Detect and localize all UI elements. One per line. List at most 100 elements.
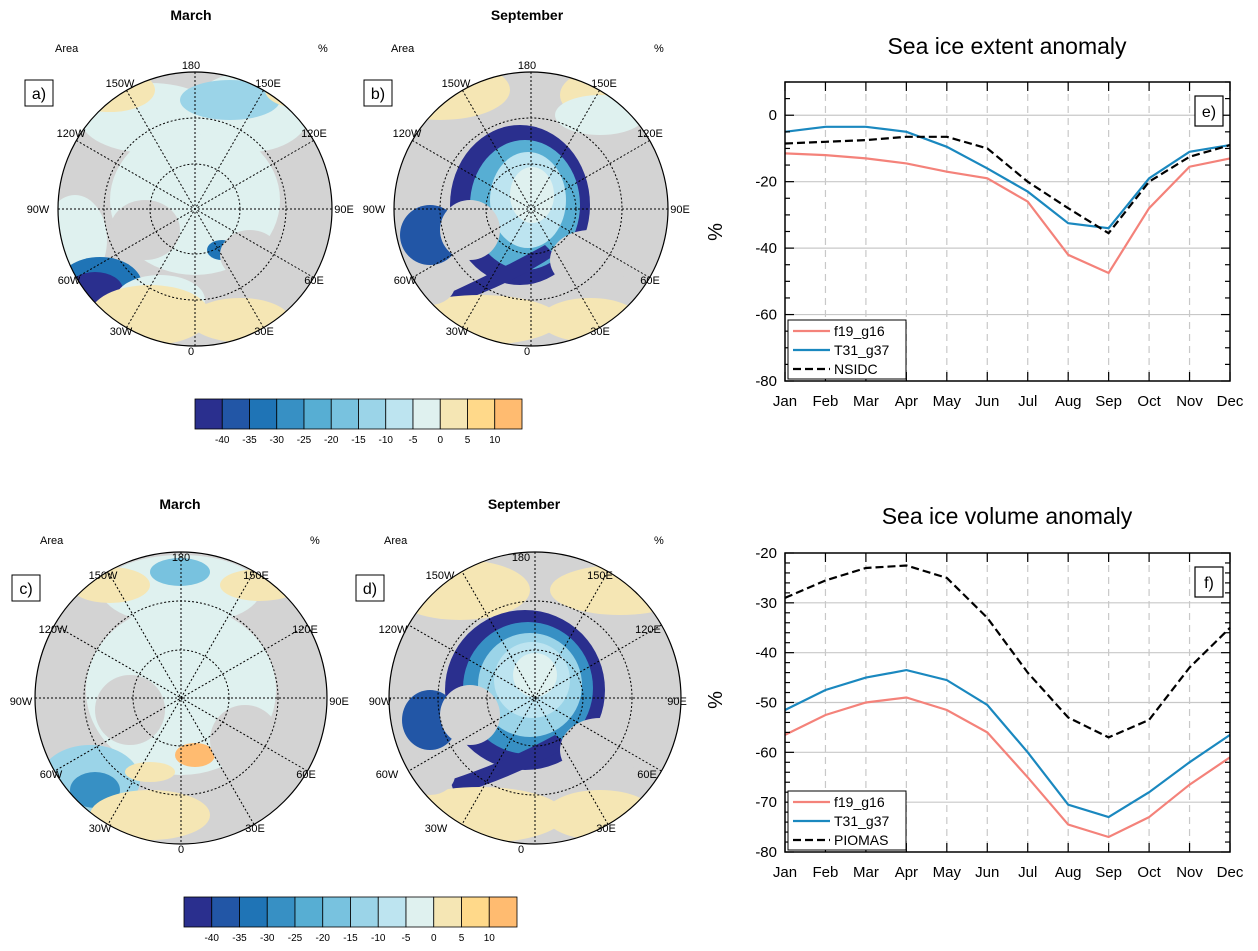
colorbar-label: 5	[465, 435, 471, 446]
colorbar-label: -40	[215, 435, 230, 446]
colorbar-label: -20	[316, 933, 331, 944]
colorbar-label: -5	[402, 933, 411, 944]
map-title: March	[170, 7, 211, 23]
colorbar-swatch	[249, 398, 278, 430]
x-tick-label: Jul	[1018, 864, 1037, 881]
chart-title: Sea ice extent anomaly	[887, 33, 1127, 59]
lon-label: 30W	[425, 823, 448, 835]
x-tick-label: Aug	[1055, 864, 1082, 881]
lon-label: 60E	[640, 275, 660, 287]
lon-label: 0	[178, 844, 184, 856]
lon-label: 150E	[587, 570, 613, 582]
x-tick-label: Feb	[813, 864, 839, 881]
x-tick-label: Sep	[1095, 393, 1122, 410]
y-tick-label: 0	[769, 107, 777, 124]
series-line-nsidc	[784, 135, 1231, 235]
map-right-label: %	[310, 535, 320, 547]
x-tick-label: Jan	[773, 393, 797, 410]
panel-label: a)	[32, 86, 46, 103]
lon-label: 60E	[637, 769, 657, 781]
lon-label: 30E	[596, 823, 616, 835]
lon-label: 120W	[57, 128, 86, 140]
lon-label: 60W	[40, 769, 63, 781]
map-right-label: %	[654, 535, 664, 547]
lon-label: 120E	[635, 624, 661, 636]
x-tick-label: Apr	[895, 393, 918, 410]
colorbar-label: -35	[242, 435, 257, 446]
colorbar-label: -30	[260, 933, 275, 944]
lon-label: 90W	[369, 696, 392, 708]
colorbar-label: -10	[371, 933, 386, 944]
x-tick-label: Mar	[853, 864, 879, 881]
lon-label: 30E	[254, 326, 274, 338]
colorbar-swatch	[433, 896, 462, 928]
x-tick-label: Aug	[1055, 393, 1082, 410]
colorbar-swatch	[494, 398, 523, 430]
lon-label: 180	[518, 60, 536, 72]
y-tick-label: -80	[755, 373, 777, 390]
colorbar-label: 5	[459, 933, 465, 944]
lon-label: 150E	[591, 78, 617, 90]
map-panel-d: September Area %	[355, 496, 687, 856]
lon-label: 150W	[426, 570, 455, 582]
map-left-label: Area	[55, 43, 79, 55]
colorbar-label: -10	[379, 435, 394, 446]
y-tick-label: -50	[755, 695, 777, 712]
x-tick-label: Dec	[1217, 393, 1244, 410]
map-title: March	[159, 496, 200, 512]
map-title: September	[488, 496, 561, 512]
x-tick-label: Oct	[1137, 393, 1161, 410]
x-tick-label: Sep	[1095, 864, 1122, 881]
colorbar-swatch	[405, 896, 435, 928]
colorbar-label: 10	[484, 933, 496, 944]
colorbar-swatch	[439, 398, 468, 430]
lon-label: 30W	[110, 326, 133, 338]
lon-label: 120E	[292, 624, 318, 636]
colorbar-bottom: -40 -35 -30 -25 -20 -15 -10 -5 0 5 10	[183, 896, 518, 944]
colorbar-swatch	[412, 398, 441, 430]
colorbar-swatch	[350, 896, 379, 928]
lon-label: 90E	[670, 204, 690, 216]
line-chart-extent: Sea ice extent anomaly % Jan Feb Mar Apr May…	[705, 33, 1244, 410]
colorbar-swatch	[211, 896, 240, 928]
series-line-piomas	[784, 564, 1231, 739]
lon-label: 30W	[446, 326, 469, 338]
x-tick-label: Apr	[895, 864, 918, 881]
x-tick-label: Oct	[1137, 864, 1161, 881]
lon-label: 60W	[376, 769, 399, 781]
colorbar-label: -30	[270, 435, 285, 446]
lon-label: 30W	[89, 823, 112, 835]
x-tick-label: May	[933, 864, 962, 881]
colorbar-swatch	[303, 398, 332, 430]
lon-label: 120E	[301, 128, 327, 140]
legend-label: T31_g37	[834, 813, 889, 829]
legend-label: NSIDC	[834, 361, 878, 377]
colorbar-swatch	[194, 398, 223, 430]
series-line-f19-g16	[784, 152, 1231, 275]
colorbar-swatch	[461, 896, 490, 928]
lon-label: 150E	[243, 570, 269, 582]
lon-label: 120W	[393, 128, 422, 140]
lon-label: 60E	[296, 769, 316, 781]
colorbar-label: -15	[343, 933, 358, 944]
series-line-t31-g37	[784, 668, 1231, 819]
x-tick-label: Jan	[773, 864, 797, 881]
legend: f19_g16 T31_g37 NSIDC	[787, 319, 907, 380]
line-chart-volume: Sea ice volume anomaly % Jan Feb Mar Apr May…	[705, 503, 1244, 881]
series-line-t31-g37	[784, 125, 1231, 230]
colorbar-swatch	[266, 896, 296, 928]
map-right-label: %	[654, 43, 664, 55]
y-axis-label: %	[705, 223, 727, 241]
y-tick-label: -80	[755, 844, 777, 861]
polar-map-field	[58, 72, 332, 346]
x-tick-label: May	[933, 393, 962, 410]
colorbar-label: -5	[409, 435, 418, 446]
colorbar-swatch	[276, 398, 305, 430]
map-panel-b: September Area %	[363, 7, 690, 358]
polar-map-field	[394, 72, 668, 346]
lon-label: 150E	[255, 78, 281, 90]
x-tick-label: Nov	[1176, 864, 1203, 881]
legend-label: T31_g37	[834, 342, 889, 358]
lon-label: 180	[172, 552, 190, 564]
lon-label: 120W	[39, 624, 68, 636]
